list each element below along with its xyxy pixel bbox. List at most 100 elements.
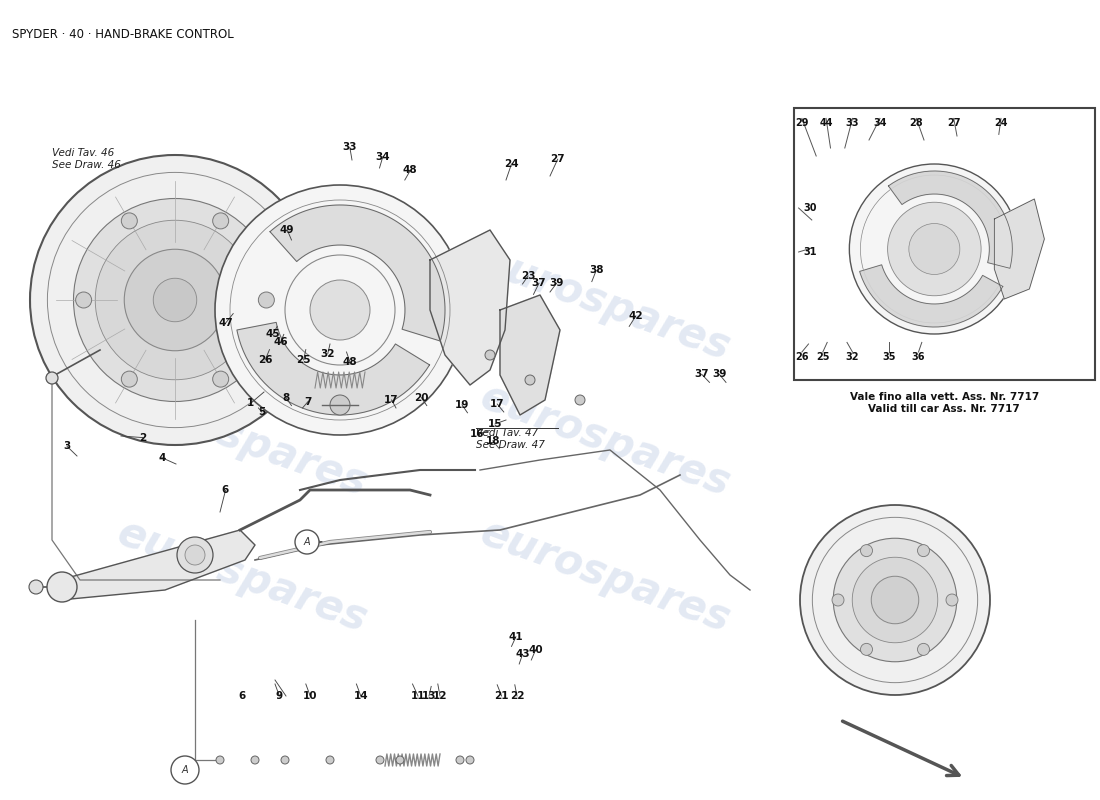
Circle shape bbox=[396, 756, 404, 764]
Text: 8: 8 bbox=[283, 393, 289, 402]
Circle shape bbox=[46, 372, 58, 384]
Circle shape bbox=[212, 213, 229, 229]
Text: 28: 28 bbox=[910, 118, 923, 128]
Circle shape bbox=[280, 756, 289, 764]
Text: 38: 38 bbox=[588, 266, 604, 275]
Polygon shape bbox=[430, 230, 510, 385]
Text: 26: 26 bbox=[795, 352, 808, 362]
Text: Vale fino alla vett. Ass. Nr. 7717
Valid till car Ass. Nr. 7717: Vale fino alla vett. Ass. Nr. 7717 Valid… bbox=[849, 392, 1040, 414]
Circle shape bbox=[29, 580, 43, 594]
Text: 41: 41 bbox=[508, 632, 524, 642]
Circle shape bbox=[216, 756, 224, 764]
Text: 43: 43 bbox=[515, 650, 530, 659]
Polygon shape bbox=[889, 171, 1012, 268]
Circle shape bbox=[800, 505, 990, 695]
Text: A: A bbox=[182, 765, 188, 775]
Circle shape bbox=[214, 185, 465, 435]
Circle shape bbox=[849, 164, 1020, 334]
Text: 9: 9 bbox=[276, 691, 283, 701]
Text: 25: 25 bbox=[816, 352, 829, 362]
Polygon shape bbox=[270, 205, 446, 341]
Text: 11: 11 bbox=[410, 691, 426, 701]
Text: 14: 14 bbox=[353, 691, 369, 701]
Text: 23: 23 bbox=[520, 271, 536, 281]
Circle shape bbox=[466, 756, 474, 764]
Circle shape bbox=[485, 350, 495, 360]
Text: 39: 39 bbox=[712, 370, 727, 379]
Text: 39: 39 bbox=[549, 278, 564, 288]
Circle shape bbox=[946, 594, 958, 606]
Text: Vedi Tav. 47
See Draw. 47: Vedi Tav. 47 See Draw. 47 bbox=[476, 428, 544, 450]
Circle shape bbox=[330, 395, 350, 415]
Circle shape bbox=[251, 756, 258, 764]
Text: Vedi Tav. 46
See Draw. 46: Vedi Tav. 46 See Draw. 46 bbox=[52, 148, 121, 170]
Text: 6: 6 bbox=[239, 691, 245, 701]
Text: 34: 34 bbox=[873, 118, 887, 128]
Text: 47: 47 bbox=[218, 318, 233, 328]
Text: 33: 33 bbox=[342, 142, 358, 152]
Text: 36: 36 bbox=[912, 352, 925, 362]
Circle shape bbox=[917, 545, 930, 557]
Circle shape bbox=[832, 594, 844, 606]
Circle shape bbox=[852, 558, 937, 642]
Text: 29: 29 bbox=[795, 118, 808, 128]
Text: A: A bbox=[304, 537, 310, 547]
Circle shape bbox=[860, 643, 872, 655]
Circle shape bbox=[170, 756, 199, 784]
Text: 4: 4 bbox=[158, 453, 165, 462]
Text: 32: 32 bbox=[846, 352, 859, 362]
Text: 12: 12 bbox=[432, 691, 448, 701]
Circle shape bbox=[212, 371, 229, 387]
Circle shape bbox=[917, 643, 930, 655]
Circle shape bbox=[575, 395, 585, 405]
Text: eurospares: eurospares bbox=[111, 511, 373, 641]
Circle shape bbox=[124, 250, 226, 350]
Text: 3: 3 bbox=[64, 442, 70, 451]
Text: 44: 44 bbox=[820, 118, 833, 128]
Circle shape bbox=[525, 375, 535, 385]
Text: 25: 25 bbox=[296, 355, 311, 365]
Text: 27: 27 bbox=[947, 118, 960, 128]
Text: 32: 32 bbox=[320, 349, 336, 358]
Text: 5: 5 bbox=[258, 407, 265, 417]
Text: 48: 48 bbox=[342, 357, 358, 366]
Text: 16: 16 bbox=[470, 430, 485, 439]
Polygon shape bbox=[236, 322, 429, 415]
Circle shape bbox=[30, 155, 320, 445]
Text: 30: 30 bbox=[804, 203, 817, 213]
Text: 31: 31 bbox=[804, 247, 817, 257]
Text: eurospares: eurospares bbox=[474, 375, 736, 505]
Circle shape bbox=[121, 371, 138, 387]
Circle shape bbox=[909, 223, 960, 274]
Text: SPYDER · 40 · HAND-BRAKE CONTROL: SPYDER · 40 · HAND-BRAKE CONTROL bbox=[12, 28, 233, 41]
Circle shape bbox=[871, 576, 918, 624]
Circle shape bbox=[185, 545, 205, 565]
Circle shape bbox=[888, 202, 981, 296]
Text: 22: 22 bbox=[509, 691, 525, 701]
Text: 7: 7 bbox=[305, 397, 311, 406]
Polygon shape bbox=[500, 295, 560, 415]
Text: 17: 17 bbox=[384, 395, 399, 405]
Circle shape bbox=[153, 278, 197, 322]
Text: 45: 45 bbox=[265, 330, 280, 339]
Text: 2: 2 bbox=[140, 433, 146, 442]
Text: 37: 37 bbox=[694, 370, 710, 379]
Text: eurospares: eurospares bbox=[111, 239, 373, 369]
Text: 10: 10 bbox=[302, 691, 318, 701]
Circle shape bbox=[121, 213, 138, 229]
Circle shape bbox=[96, 220, 255, 380]
Circle shape bbox=[47, 572, 77, 602]
Text: 40: 40 bbox=[528, 645, 543, 654]
Text: 49: 49 bbox=[279, 225, 295, 234]
Circle shape bbox=[860, 545, 872, 557]
Circle shape bbox=[258, 292, 274, 308]
Text: 37: 37 bbox=[531, 278, 547, 288]
Text: 24: 24 bbox=[994, 118, 1008, 128]
FancyBboxPatch shape bbox=[794, 108, 1094, 380]
Text: 48: 48 bbox=[403, 166, 418, 175]
Circle shape bbox=[76, 292, 91, 308]
Circle shape bbox=[326, 756, 334, 764]
Circle shape bbox=[456, 756, 464, 764]
Text: 20: 20 bbox=[414, 393, 429, 402]
Text: eurospares: eurospares bbox=[111, 375, 373, 505]
